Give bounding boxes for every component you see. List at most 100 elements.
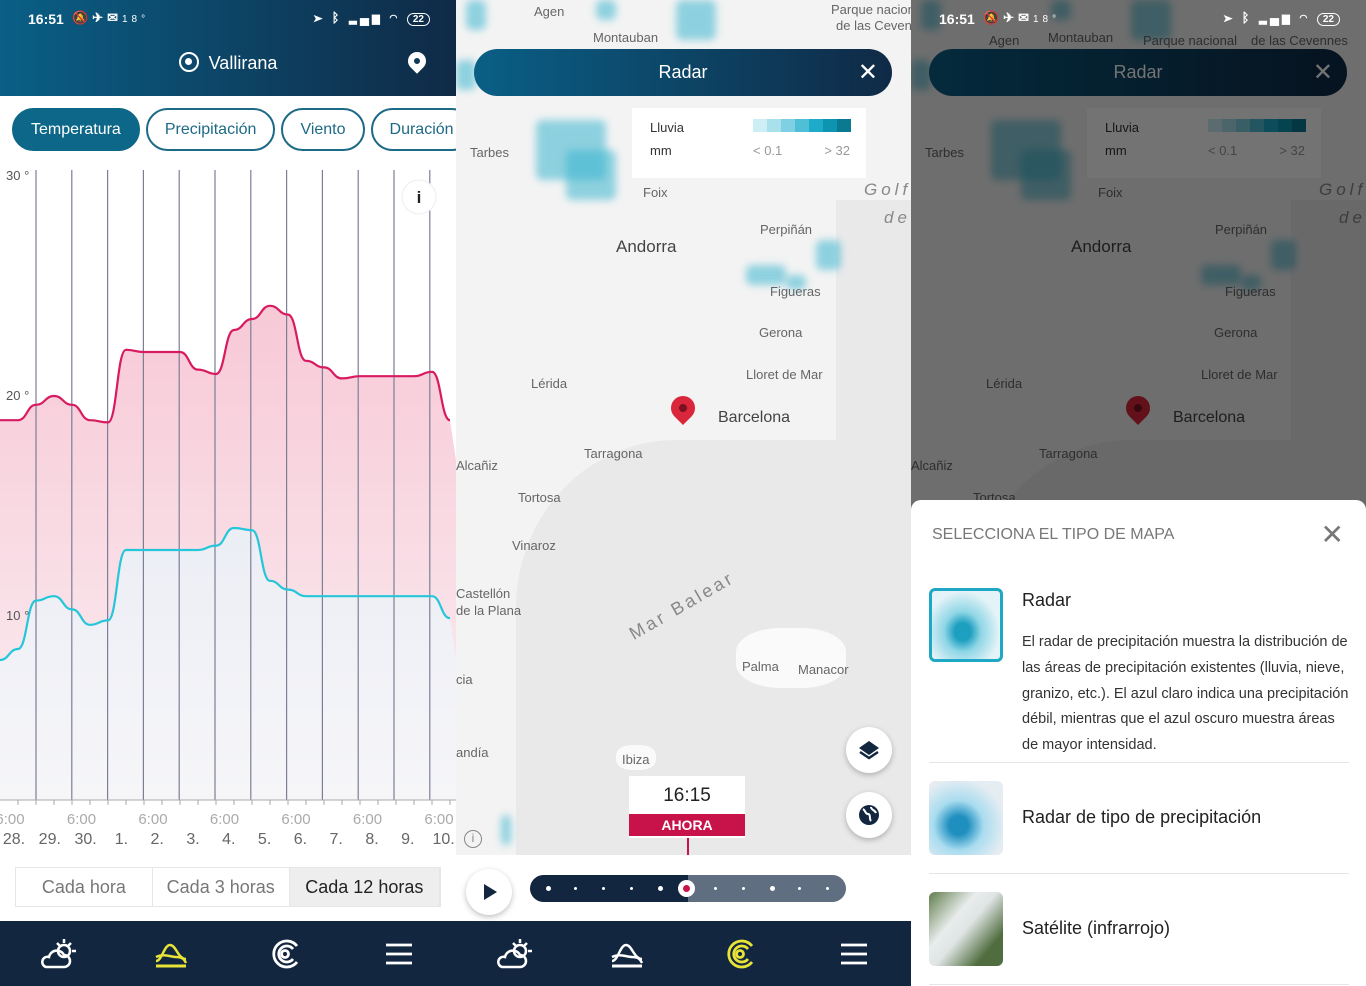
info-icon[interactable]: i xyxy=(417,188,422,207)
satellite-thumbnail xyxy=(929,892,1003,966)
interval-hourly[interactable]: Cada hora xyxy=(16,868,153,906)
weather-icon[interactable] xyxy=(493,934,533,974)
map-option-satellite[interactable]: Satélite (infrarrojo) xyxy=(929,874,1349,985)
system-icons: ➤ ᛒ ▂▄▆ ◠ 22 xyxy=(314,10,430,26)
map-label: Tarbes xyxy=(470,145,510,160)
x-time-label: 6:00 xyxy=(353,811,382,828)
legend-swatch xyxy=(837,119,851,132)
tab-duracion[interactable]: Duración xyxy=(370,108,456,151)
map-label: Lérida xyxy=(531,376,568,391)
interval-selector: Cada hora Cada 3 horas Cada 12 horas xyxy=(15,867,441,907)
sea xyxy=(836,200,911,440)
menu-icon[interactable] xyxy=(834,934,874,974)
legend-label: Lluvia xyxy=(650,120,684,135)
x-time-label: 6:00 xyxy=(281,811,310,828)
radar-icon[interactable] xyxy=(720,934,760,974)
interval-12h[interactable]: Cada 12 horas xyxy=(289,868,441,906)
legend-swatch xyxy=(781,119,795,132)
y-tick-label: 10 ° xyxy=(6,608,29,623)
timeline-step[interactable] xyxy=(826,887,829,890)
option-description: El radar de precipitación muestra la dis… xyxy=(1022,634,1349,754)
legend-swatch xyxy=(795,119,809,132)
close-icon[interactable]: ✕ xyxy=(857,59,878,86)
rain-area xyxy=(816,240,841,270)
tab-precipitacion[interactable]: Precipitación xyxy=(145,108,276,151)
bottom-nav xyxy=(456,921,911,986)
map-label: Andorra xyxy=(616,237,677,256)
close-icon[interactable]: ✕ xyxy=(1320,519,1344,550)
rain-area xyxy=(466,0,486,30)
chart-icon[interactable] xyxy=(151,934,191,974)
map-label: Barcelona xyxy=(718,409,791,426)
x-day-label: 10. xyxy=(432,831,454,848)
location-name: Vallirana xyxy=(208,53,278,73)
info-icon[interactable]: i xyxy=(464,830,482,848)
rain-area xyxy=(501,815,511,845)
map-option-radar[interactable]: Radar El radar de precipitación muestra … xyxy=(929,586,1349,763)
timeline-step[interactable] xyxy=(770,886,775,891)
x-day-label: 30. xyxy=(74,831,96,848)
map-option-precip-type[interactable]: Radar de tipo de precipitación xyxy=(929,763,1349,874)
radar-legend: Lluvia mm < 0.1 > 32 xyxy=(632,108,866,178)
rain-area xyxy=(456,60,476,90)
legend-swatch xyxy=(767,119,781,132)
timeline-slider[interactable] xyxy=(530,875,846,902)
battery-icon: 22 xyxy=(406,13,430,26)
timeline-step[interactable] xyxy=(658,886,663,891)
menu-icon[interactable] xyxy=(379,934,419,974)
info-button[interactable] xyxy=(401,179,437,215)
timeline-step[interactable] xyxy=(602,887,605,890)
island xyxy=(616,745,656,770)
map-label: Alcañiz xyxy=(456,458,498,473)
map-label: Figueras xyxy=(770,284,821,299)
radar-time: 16:15 xyxy=(663,785,711,806)
legend-scale xyxy=(753,119,851,132)
location-marker-icon xyxy=(666,391,700,425)
x-day-label: 29. xyxy=(39,831,61,848)
play-button[interactable] xyxy=(466,869,512,915)
map-label: Foix xyxy=(643,185,668,200)
timeline-step[interactable] xyxy=(742,887,745,890)
location-selector[interactable]: Vallirana xyxy=(0,52,456,74)
rain-area xyxy=(566,150,616,200)
timeline-handle[interactable] xyxy=(678,880,695,897)
timeline-step[interactable] xyxy=(574,887,577,890)
tab-temperatura[interactable]: Temperatura xyxy=(12,108,140,151)
timeline-step[interactable] xyxy=(546,886,551,891)
map-label: Parque nacional xyxy=(831,2,911,17)
radar-icon[interactable] xyxy=(265,934,305,974)
legend-swatch xyxy=(753,119,767,132)
status-time: 16:51 xyxy=(939,11,975,27)
tab-viento[interactable]: Viento xyxy=(281,108,365,151)
min-temp-line xyxy=(0,526,451,662)
timeline-step[interactable] xyxy=(798,887,801,890)
x-time-label: 6:00 xyxy=(67,811,96,828)
map-label: de León xyxy=(884,208,911,227)
system-icons: ➤ ᛒ ▂▄▆ ◠ 22 xyxy=(1224,10,1340,26)
layers-icon xyxy=(859,741,879,760)
x-day-label: 4. xyxy=(222,831,235,848)
x-day-label: 8. xyxy=(365,831,378,848)
map-label: Gerona xyxy=(759,325,803,340)
radar-title-bar: Radar ✕ xyxy=(474,49,892,96)
timeline-step[interactable] xyxy=(630,887,633,890)
x-day-label: 6. xyxy=(294,831,307,848)
radar-title: Radar xyxy=(658,62,708,82)
legend-swatch xyxy=(809,119,823,132)
timeline-step[interactable] xyxy=(714,887,717,890)
option-name: Radar de tipo de precipitación xyxy=(1022,807,1262,827)
now-label: AHORA xyxy=(629,814,745,836)
timeline-bar xyxy=(456,855,911,921)
weather-icon[interactable] xyxy=(37,934,77,974)
x-day-label: 9. xyxy=(401,831,414,848)
map-label: de la Plana xyxy=(456,603,522,618)
interval-3h[interactable]: Cada 3 horas xyxy=(153,868,290,906)
sheet-title: SELECCIONA EL TIPO DE MAPA xyxy=(932,526,1175,543)
chart-icon[interactable] xyxy=(607,934,647,974)
y-tick-label: 20 ° xyxy=(6,388,29,403)
globe-button[interactable] xyxy=(846,792,892,838)
layers-button[interactable] xyxy=(846,727,892,773)
map-label: Montauban xyxy=(593,30,659,45)
x-day-label: 1. xyxy=(115,831,128,848)
notification-icons: 🔕✈✉18° xyxy=(983,10,1061,25)
